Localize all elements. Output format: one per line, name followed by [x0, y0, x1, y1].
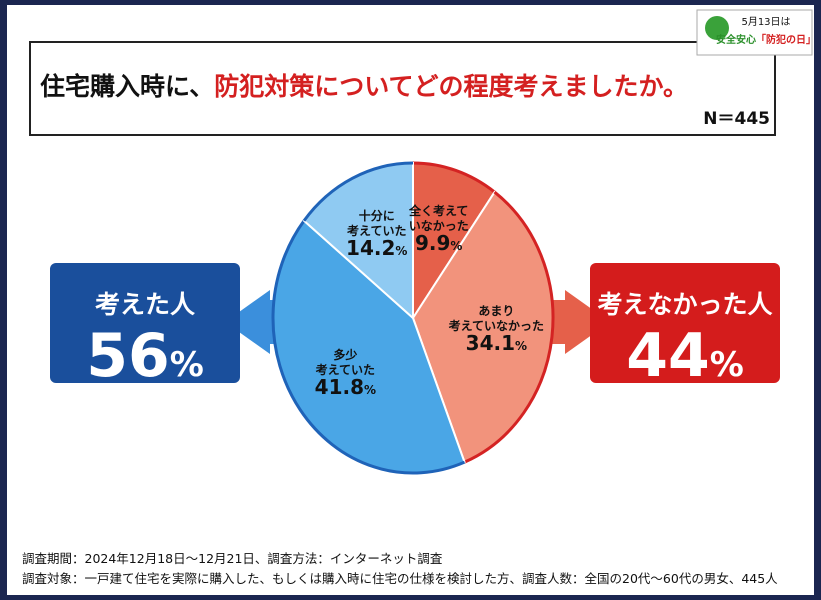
- value-label: 34.1%: [465, 331, 528, 356]
- value-label: 9.9%: [414, 231, 463, 256]
- category-label: 全く考えて いなかった: [408, 204, 469, 234]
- chart-title: 住宅購入時に、防犯対策についてどの程度考えましたか。: [40, 72, 688, 101]
- category-label: 十分に 考えていた: [347, 209, 407, 239]
- value-label: 14.2%: [346, 236, 408, 261]
- note: 調査期間：2024年12月18日～12月21日、調査方法：インターネット調査: [22, 551, 443, 566]
- badge-text: 「防犯の日」: [756, 33, 816, 46]
- summary-value: 56%: [86, 321, 204, 391]
- title-part: 住宅購入時に、: [40, 72, 214, 101]
- value-label: 41.8%: [314, 375, 377, 400]
- slice-edge: [412, 161, 496, 194]
- summary-box: 考えた人 56%: [50, 263, 240, 387]
- badge-text: 安全安心: [716, 33, 756, 46]
- slice-label: 全く考えて いなかった 9.9%: [409, 204, 469, 254]
- badge-logo: [705, 16, 729, 40]
- slice-label: 十分に 考えていた 14.2%: [346, 209, 407, 259]
- category-label: あまり 考えていなかった: [448, 304, 545, 334]
- sample-size: N＝445: [703, 109, 770, 129]
- summary-value: 44%: [626, 321, 744, 391]
- slice-label: あまり 考えていなかった 34.1%: [449, 304, 544, 354]
- slice-edge: [302, 161, 414, 222]
- slice-label: 多少 考えていた 41.8%: [315, 348, 376, 398]
- title-box: [29, 41, 776, 136]
- badge-text: 安全安心「防犯の日」: [716, 33, 816, 46]
- badge-text: 5月13日は: [741, 16, 790, 28]
- summary-label: 考えた人: [94, 290, 195, 319]
- note: 調査対象：一戸建て住宅を実際に購入した、もしくは購入時に住宅の仕様を検討した方、…: [22, 571, 778, 586]
- slice-edge: [463, 190, 555, 464]
- slice-edge: [271, 219, 466, 475]
- summary-label: 考えなかった人: [597, 290, 773, 319]
- summary-box: 考えなかった人 44%: [590, 263, 780, 387]
- category-label: 多少 考えていた: [315, 348, 376, 378]
- title-part: 防犯対策についてどの程度考えましたか。: [214, 72, 688, 101]
- arrow-right: [545, 290, 610, 354]
